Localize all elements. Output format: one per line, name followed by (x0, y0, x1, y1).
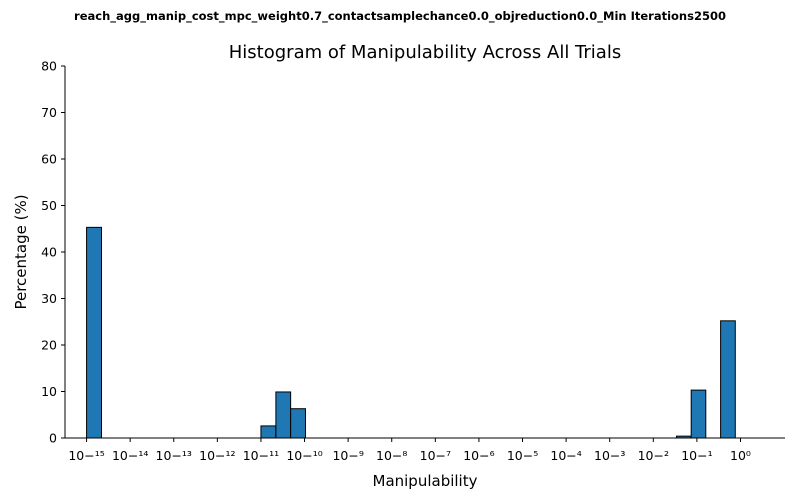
x-axis-label: Manipulability (373, 472, 478, 490)
x-tick-label: 10−¹² (199, 448, 235, 463)
y-axis-label: Percentage (%) (12, 194, 30, 309)
x-tick-label: 10−⁹ (332, 448, 363, 463)
x-tick-label: 10−³ (594, 448, 625, 463)
x-tick-label: 10−² (638, 448, 669, 463)
x-axis-ticks: 10−¹⁵ 10−¹⁴ 10−¹³ 10−¹² 10−¹¹ 10−¹⁰ 10−⁹ 10−⁸ 10… (68, 438, 751, 463)
x-tick-label: 10−⁵ (507, 448, 538, 463)
x-tick-label: 10−¹⁵ (68, 448, 104, 463)
histogram-bars (86, 226, 736, 439)
x-tick-label: 10−⁷ (420, 448, 451, 463)
chart-title: Histogram of Manipulability Across All T… (229, 42, 621, 63)
histogram-bar (275, 391, 292, 439)
histogram-bar (720, 320, 736, 439)
y-tick-label: 10 (41, 384, 57, 399)
x-tick-label: 10−⁴ (550, 448, 581, 463)
x-tick-label: 10−⁶ (463, 448, 494, 463)
y-tick-label: 70 (41, 105, 57, 120)
x-tick-label: 10⁰ (730, 448, 751, 463)
histogram-bar (86, 226, 103, 439)
y-tick-label: 20 (41, 338, 57, 353)
x-tick-label: 10−¹¹ (243, 448, 279, 463)
y-tick-label: 60 (41, 152, 57, 167)
x-tick-label: 10−¹⁴ (112, 448, 148, 463)
y-tick-label: 50 (41, 198, 57, 213)
x-tick-label: 10−¹⁰ (286, 448, 322, 463)
figure-suptitle: reach_agg_manip_cost_mpc_weight0.7_conta… (74, 9, 726, 24)
x-tick-label: 10−⁸ (376, 448, 407, 463)
y-tick-label: 0 (49, 431, 57, 446)
y-tick-label: 40 (41, 245, 57, 260)
y-tick-label: 80 (41, 59, 57, 74)
x-tick-label: 10−¹³ (156, 448, 192, 463)
y-axis-ticks: 0 10 20 30 40 50 60 70 80 (41, 59, 65, 446)
y-tick-label: 30 (41, 291, 57, 306)
histogram-bar (290, 408, 306, 439)
histogram-bar (260, 425, 277, 439)
x-tick-label: 10−¹ (681, 448, 712, 463)
histogram-bar (690, 389, 707, 439)
